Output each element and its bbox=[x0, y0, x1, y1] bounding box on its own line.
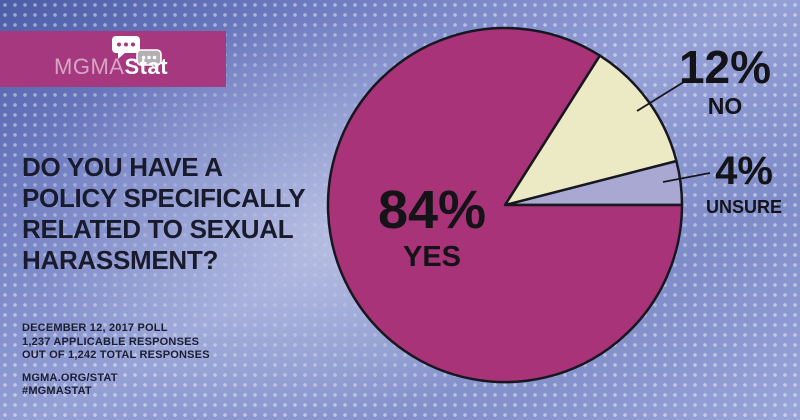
mgma-stat-logo-banner: MGMAStat bbox=[0, 31, 226, 87]
gray-speech-bubble-icon bbox=[136, 49, 162, 72]
logo-product-text: Stat bbox=[124, 54, 169, 79]
yes-label: YES bbox=[402, 241, 462, 273]
white-speech-bubble-icon bbox=[112, 36, 140, 59]
no-percentage: 12% bbox=[678, 41, 772, 93]
slice-label-no: 12% NO bbox=[655, 44, 795, 118]
pie-slice-no bbox=[503, 54, 678, 207]
poll-details: DECEMBER 12, 2017 POLL 1,237 APPLICABLE … bbox=[22, 322, 210, 361]
slice-label-yes: 84% YES bbox=[352, 183, 512, 272]
pie-slice-yes bbox=[326, 26, 684, 384]
poll-question: DO YOU HAVE A POLICY SPECIFICALLY RELATE… bbox=[22, 152, 306, 275]
leader-line-unsure bbox=[662, 172, 711, 183]
footer-links: MGMA.ORG/STAT #MGMASTAT bbox=[22, 371, 118, 398]
unsure-label: UNSURE bbox=[705, 197, 782, 217]
footer: DECEMBER 12, 2017 POLL 1,237 APPLICABLE … bbox=[22, 322, 210, 399]
unsure-percentage: 4% bbox=[715, 149, 773, 193]
no-label: NO bbox=[707, 93, 743, 119]
speech-bubbles-icon bbox=[112, 36, 162, 72]
slice-label-unsure: 4% UNSURE bbox=[674, 151, 800, 216]
leader-line-no bbox=[636, 79, 688, 112]
yes-percentage: 84% bbox=[377, 180, 487, 240]
logo-brand-text: MGMA bbox=[54, 54, 125, 79]
logo-wordmark: MGMAStat bbox=[54, 54, 168, 80]
